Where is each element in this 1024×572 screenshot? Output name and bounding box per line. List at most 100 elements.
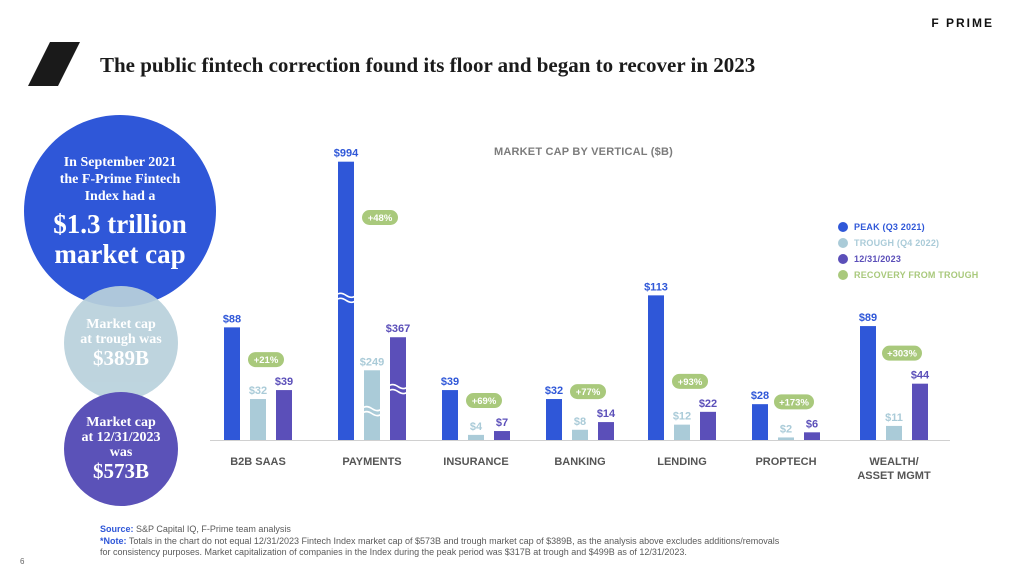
bar-label-5-0: $28	[751, 390, 769, 402]
bar-label-0-1: $32	[249, 385, 267, 397]
slash-logo-mark	[28, 42, 80, 86]
peak-callout-line-1: In September 2021	[63, 154, 177, 170]
bar-1-2	[390, 337, 406, 440]
legend-swatch-recovery	[838, 270, 848, 280]
note-line-2: for consistency purposes. Market capital…	[100, 547, 687, 557]
bar-label-6-1: $11	[885, 412, 903, 424]
axis-break-1-2	[387, 383, 409, 395]
bar-label-1-1: $249	[360, 356, 384, 368]
legend-label-current: 12/31/2023	[854, 254, 902, 264]
bar-0-2	[276, 390, 292, 440]
bar-3-2	[598, 422, 614, 440]
bar-label-1-0: $994	[334, 148, 359, 160]
category-label-2: INSURANCE	[443, 456, 508, 468]
legend-swatch-peak	[838, 222, 848, 232]
bar-5-2	[804, 432, 820, 440]
recovery-label-4: +93%	[678, 377, 703, 388]
bar-4-0	[648, 295, 664, 440]
category-label-4: LENDING	[657, 456, 707, 468]
page-number: 6	[20, 557, 25, 566]
footer-notes: Source: S&P Capital IQ, F-Prime team ana…	[100, 524, 779, 559]
legend-item-peak: PEAK (Q3 2021)	[838, 219, 979, 235]
axis-break-1-1	[361, 405, 383, 417]
page-title: The public fintech correction found its …	[100, 53, 756, 77]
chart-legend: PEAK (Q3 2021) TROUGH (Q4 2022) 12/31/20…	[838, 219, 979, 283]
bar-3-1	[572, 429, 588, 440]
current-callout-line-3: was	[109, 445, 133, 460]
bar-label-2-0: $39	[441, 376, 459, 388]
bar-label-4-0: $113	[644, 281, 668, 293]
bar-2-0	[442, 390, 458, 440]
recovery-label-5: +173%	[779, 397, 809, 408]
recovery-label-0: +21%	[254, 355, 279, 366]
recovery-label-1: +48%	[368, 213, 393, 224]
recovery-pill-2	[466, 393, 502, 409]
legend-swatch-trough	[838, 238, 848, 248]
bar-label-6-0: $89	[859, 312, 877, 324]
bar-label-4-2: $22	[699, 398, 717, 410]
note-label: *Note:	[100, 535, 127, 546]
category-label-6-1: ASSET MGMT	[857, 470, 931, 482]
current-callout-line-2: at 12/31/2023	[81, 430, 161, 445]
bar-2-2	[494, 431, 510, 440]
trough-callout-value: $389B	[92, 345, 149, 370]
legend-swatch-current	[838, 254, 848, 264]
source-label: Source:	[100, 524, 134, 534]
recovery-pill-3	[570, 384, 606, 400]
recovery-pill-5	[774, 394, 814, 410]
bar-label-1-2: $367	[386, 323, 410, 335]
current-callout-value: $573B	[92, 459, 149, 483]
category-label-1: PAYMENTS	[342, 456, 401, 468]
category-label-3: BANKING	[554, 456, 605, 468]
legend-item-current: 12/31/2023	[838, 251, 979, 267]
bar-6-0	[860, 326, 876, 440]
brand-logo: F PRIME	[931, 16, 994, 30]
peak-callout-value: $1.3 trillion	[53, 208, 187, 239]
peak-callout-line-2: the F-Prime Fintech	[59, 171, 181, 187]
bar-label-3-0: $32	[545, 385, 563, 397]
bar-label-5-2: $6	[806, 418, 818, 430]
bar-0-0	[224, 327, 240, 440]
bar-label-2-1: $4	[470, 421, 483, 433]
bar-5-1	[778, 437, 794, 440]
peak-callout-line-3: Index had a	[84, 188, 156, 204]
bar-0-1	[250, 399, 266, 440]
legend-item-recovery: RECOVERY FROM TROUGH	[838, 267, 979, 283]
legend-item-trough: TROUGH (Q4 2022)	[838, 235, 979, 251]
chart-title: MARKET CAP BY VERTICAL ($B)	[494, 146, 673, 158]
source-line: Source: S&P Capital IQ, F-Prime team ana…	[100, 524, 779, 536]
legend-label-recovery: RECOVERY FROM TROUGH	[854, 270, 979, 280]
bar-6-2	[912, 383, 928, 440]
legend-label-peak: PEAK (Q3 2021)	[854, 222, 925, 232]
axis-break-1-0	[335, 292, 357, 304]
category-label-5: PROPTECH	[755, 456, 816, 468]
category-label-6: WEALTH/	[869, 456, 918, 468]
bar-label-2-2: $7	[496, 417, 508, 429]
recovery-label-6: +303%	[887, 349, 917, 360]
bar-label-0-2: $39	[275, 376, 293, 388]
category-label-0: B2B SAAS	[230, 456, 286, 468]
bar-4-2	[700, 411, 716, 440]
bar-label-0-0: $88	[223, 313, 241, 325]
recovery-pill-1	[362, 210, 398, 225]
current-callout-circle: Market cap at 12/31/2023 was $573B	[64, 392, 178, 506]
current-callout-line-1: Market cap	[86, 415, 156, 430]
note-text: Totals in the chart do not equal 12/31/2…	[126, 535, 780, 546]
recovery-pill-0	[248, 352, 284, 368]
trough-callout-line-2: at trough was	[80, 331, 162, 347]
bar-label-5-1: $2	[780, 423, 792, 435]
recovery-pill-4	[672, 373, 708, 389]
note-line: *Note: Totals in the chart do not equal …	[100, 536, 779, 548]
recovery-pill-6	[882, 345, 922, 361]
trough-callout-line-1: Market cap	[86, 316, 156, 332]
bar-label-4-1: $12	[673, 411, 691, 423]
bar-3-0	[546, 399, 562, 440]
recovery-label-3: +77%	[576, 387, 601, 398]
source-text: S&P Capital IQ, F-Prime team analysis	[133, 524, 291, 534]
peak-callout-circle: In September 2021 the F-Prime Fintech In…	[24, 115, 216, 307]
bar-2-1	[468, 434, 484, 440]
trough-callout-circle: Market cap at trough was $389B	[64, 286, 178, 400]
bar-5-0	[752, 404, 768, 440]
bar-6-1	[886, 425, 902, 440]
